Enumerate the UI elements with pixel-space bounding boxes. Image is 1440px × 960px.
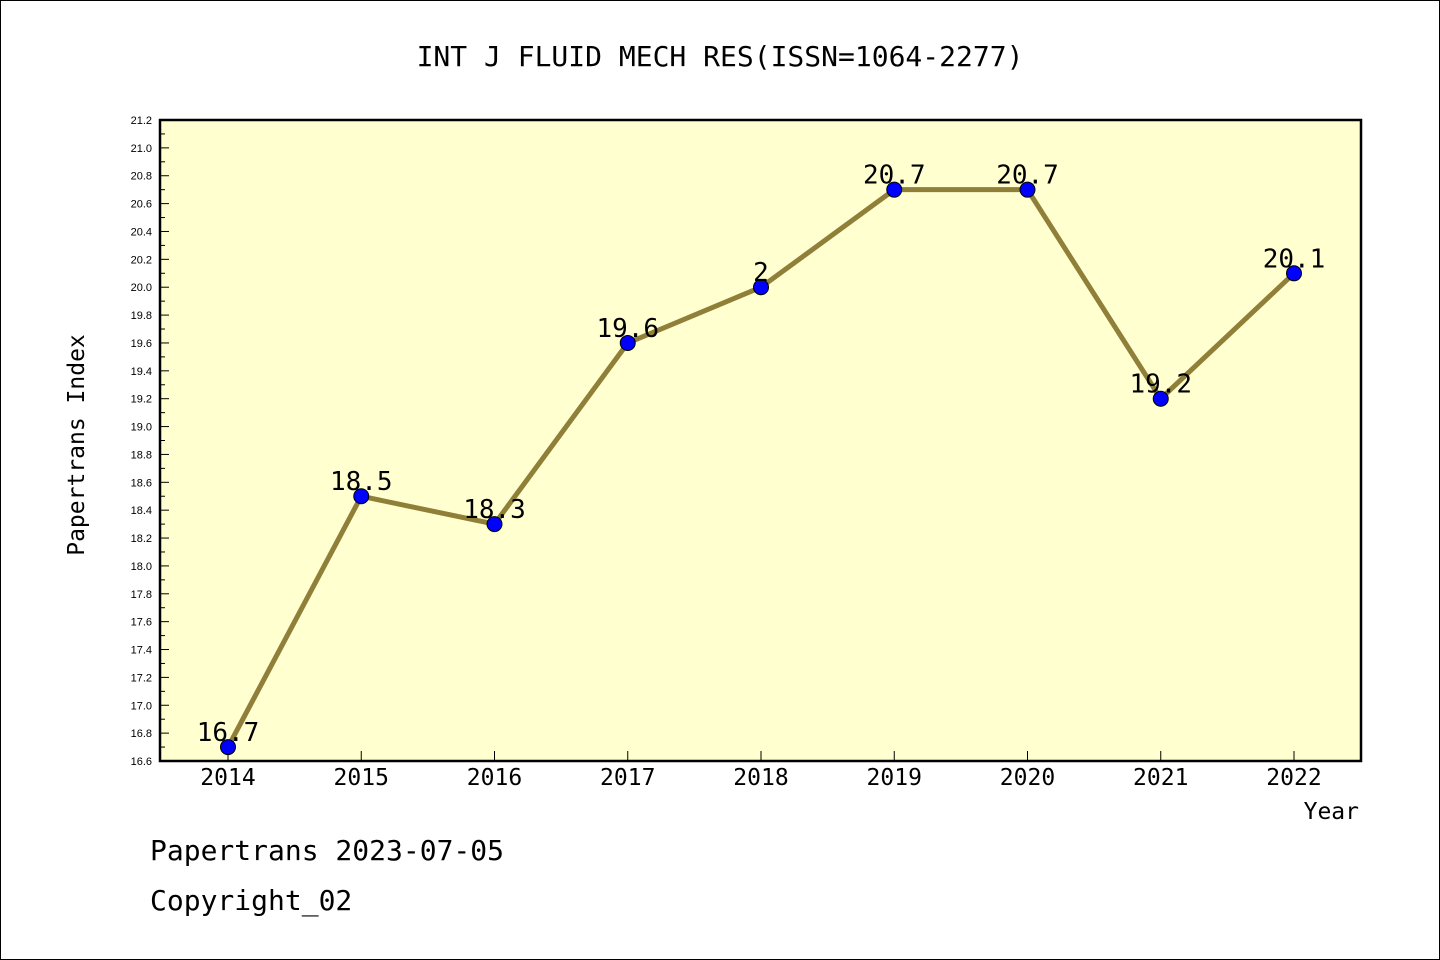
y-tick-label: 20.0 bbox=[131, 282, 152, 294]
y-axis-label: Papertrans Index bbox=[64, 334, 90, 556]
x-tick-label: 2015 bbox=[334, 765, 389, 791]
y-tick-label: 18.6 bbox=[131, 477, 152, 489]
y-tick-label: 18.0 bbox=[131, 561, 152, 573]
footer-date: Papertrans 2023-07-05 bbox=[150, 834, 505, 867]
data-point bbox=[619, 334, 636, 351]
data-label: 2 bbox=[753, 258, 769, 288]
data-label: 16.7 bbox=[197, 718, 260, 748]
y-tick-label: 18.2 bbox=[131, 533, 152, 545]
data-point bbox=[753, 279, 769, 296]
footer-copyright: Copyright_02 bbox=[150, 884, 353, 917]
y-tick-label: 16.8 bbox=[131, 728, 152, 740]
x-tick-label: 2022 bbox=[1266, 765, 1321, 791]
data-label: 18.3 bbox=[463, 495, 526, 525]
y-tick-label: 19.8 bbox=[131, 310, 152, 322]
x-tick-label: 2019 bbox=[867, 765, 922, 791]
plot-border bbox=[158, 118, 1363, 763]
chart-title: INT J FLUID MECH RES(ISSN=1064-2277) bbox=[417, 40, 1024, 73]
data-label: 20.1 bbox=[1263, 244, 1326, 274]
y-tick-label: 20.4 bbox=[131, 226, 152, 238]
x-tick-label: 2017 bbox=[600, 765, 655, 791]
y-tick-label: 16.6 bbox=[131, 756, 152, 768]
data-point bbox=[220, 739, 236, 756]
x-tick-label: 2021 bbox=[1133, 765, 1188, 791]
data-point bbox=[886, 181, 903, 198]
x-axis-label: Year bbox=[1304, 799, 1359, 825]
y-tick-label: 20.2 bbox=[131, 254, 152, 266]
y-axis: 16.6 16.8 17.0 17.2 17.4 17.6 17.8 18.0 18.2 18.4… bbox=[131, 115, 169, 768]
data-point bbox=[1286, 265, 1302, 282]
y-tick-label: 17.8 bbox=[131, 589, 152, 601]
data-label: 19.2 bbox=[1129, 370, 1192, 400]
y-tick-label: 20.6 bbox=[131, 199, 152, 211]
data-label: 20.7 bbox=[863, 161, 926, 191]
data-label: 18.5 bbox=[330, 467, 393, 497]
x-tick-label: 2016 bbox=[467, 765, 522, 791]
series: 16.7 18.5 18.3 19.6 2 20.7 20.7 19.2 20.1 bbox=[197, 161, 1326, 756]
y-tick-label: 17.2 bbox=[131, 672, 152, 684]
y-tick-label: 17.0 bbox=[131, 700, 152, 712]
y-tick-label: 21.2 bbox=[131, 115, 152, 127]
x-tick-label: 2014 bbox=[200, 765, 255, 791]
y-tick-label: 17.6 bbox=[131, 617, 152, 629]
y-tick-label: 19.0 bbox=[131, 422, 152, 434]
x-axis: 2014 2015 2016 2017 2018 2019 2020 2021 2022 bbox=[200, 751, 1322, 791]
y-tick-label: 19.6 bbox=[131, 338, 152, 350]
y-tick-label: 17.4 bbox=[131, 645, 152, 657]
data-point bbox=[486, 516, 503, 533]
y-tick-label: 20.8 bbox=[131, 171, 152, 183]
data-point bbox=[1019, 181, 1036, 198]
data-label: 20.7 bbox=[996, 161, 1059, 191]
y-tick-label: 19.4 bbox=[131, 366, 152, 378]
data-label: 19.6 bbox=[596, 314, 659, 344]
x-tick-label: 2018 bbox=[733, 765, 788, 791]
y-tick-label: 18.8 bbox=[131, 449, 152, 461]
y-tick-label: 18.4 bbox=[131, 505, 152, 517]
y-tick-label: 21.0 bbox=[131, 143, 152, 155]
data-point bbox=[353, 488, 370, 505]
x-tick-label: 2020 bbox=[1000, 765, 1055, 791]
data-point bbox=[1152, 390, 1169, 407]
y-tick-label: 19.2 bbox=[131, 394, 152, 406]
plot-area bbox=[160, 120, 1361, 761]
